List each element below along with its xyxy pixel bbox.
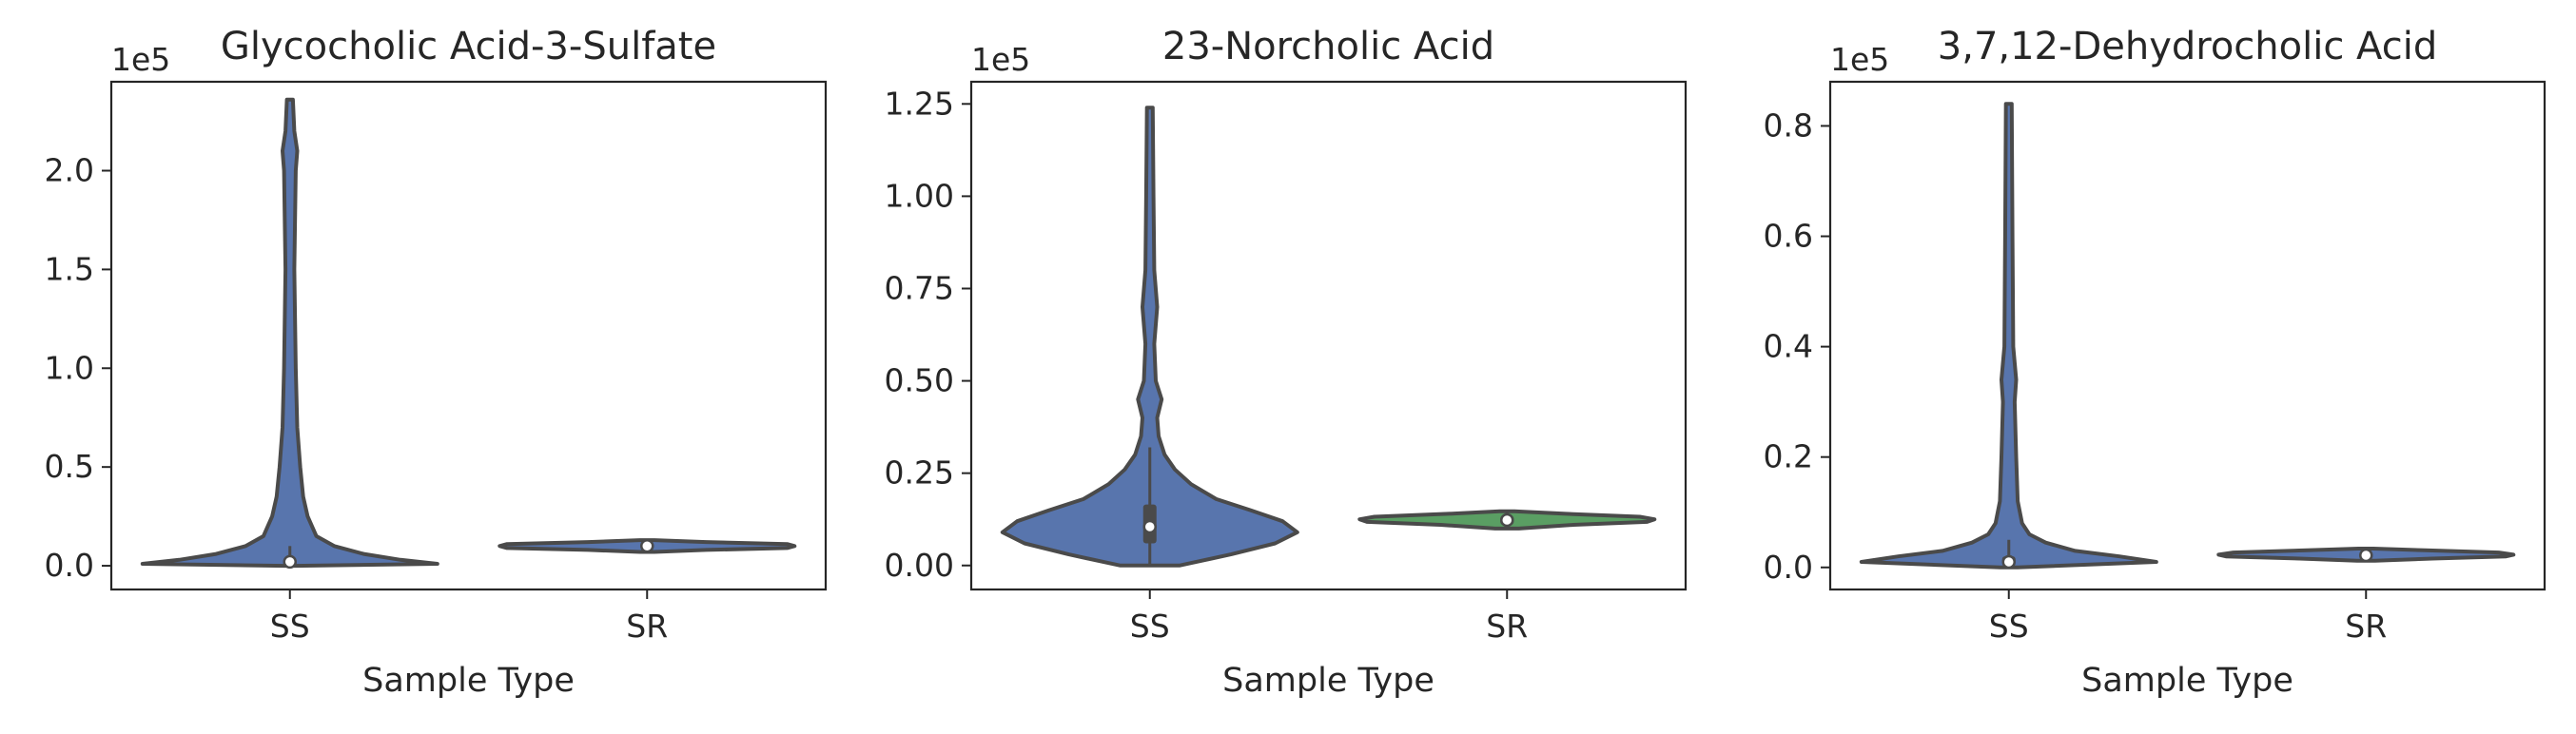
violin-ss — [1859, 102, 2158, 570]
x-tick-label: SR — [2345, 608, 2387, 645]
median-point-ss — [283, 554, 297, 570]
median-point-sr — [640, 539, 654, 553]
y-tick-label: 0.00 — [885, 547, 954, 584]
y-tick-label: 0.6 — [1764, 218, 1813, 255]
x-tick-label: SR — [626, 608, 668, 645]
median-point-ss — [1142, 519, 1157, 534]
y-tick-label: 0.50 — [885, 362, 954, 399]
violin-ss — [1000, 106, 1299, 568]
y-tick-label: 0.2 — [1764, 438, 1813, 475]
x-tick-label: SS — [1130, 608, 1170, 645]
x-axis-label: Sample Type — [1222, 662, 1434, 700]
y-offset-label: 1e5 — [1830, 41, 1889, 78]
median-point-ss — [2001, 554, 2016, 570]
x-tick-label: SS — [270, 608, 310, 645]
median-point-sr — [2359, 548, 2373, 563]
chart-title: 23-Norcholic Acid — [1162, 25, 1494, 68]
chart-title: 3,7,12-Dehydrocholic Acid — [1938, 25, 2437, 68]
y-tick-label: 0.4 — [1764, 328, 1813, 365]
y-tick-label: 0.0 — [45, 547, 94, 584]
median-point-sr — [1500, 512, 1514, 528]
y-tick-label: 1.25 — [885, 85, 954, 122]
panel-1: 0.0 0.5 1.0 1.5 2.0 SS SR Sample Type 1e5 Glycoch… — [45, 25, 828, 700]
y-tick-label: 0.25 — [885, 454, 954, 492]
x-tick-label: SS — [1989, 608, 2029, 645]
x-tick-label: SR — [1486, 608, 1528, 645]
x-axis-label: Sample Type — [2081, 662, 2293, 700]
x-axis-label: Sample Type — [362, 662, 575, 700]
y-tick-label: 0.0 — [1764, 549, 1813, 586]
violin-ss — [140, 97, 439, 569]
y-tick-label: 0.75 — [885, 269, 954, 306]
panel-2: 0.00 0.25 0.50 0.75 1.00 1.25 SS SR Sample Type 1… — [885, 25, 1688, 700]
axes-frame — [109, 80, 828, 591]
axes-frame — [1828, 80, 2547, 591]
y-tick-label: 0.8 — [1764, 106, 1813, 144]
y-tick-label: 1.00 — [885, 177, 954, 214]
y-tick-label: 0.5 — [45, 448, 94, 485]
y-tick-label: 2.0 — [45, 152, 94, 189]
y-tick-label: 1.0 — [45, 349, 94, 386]
y-offset-label: 1e5 — [111, 41, 170, 78]
axes-frame — [969, 80, 1688, 591]
y-offset-label: 1e5 — [971, 41, 1030, 78]
y-tick-label: 1.5 — [45, 250, 94, 287]
chart-title: Glycocholic Acid-3-Sulfate — [221, 25, 716, 68]
panel-3: 0.0 0.2 0.4 0.6 0.8 SS SR Sample Type 1e5 3,7,12-… — [1764, 25, 2547, 700]
